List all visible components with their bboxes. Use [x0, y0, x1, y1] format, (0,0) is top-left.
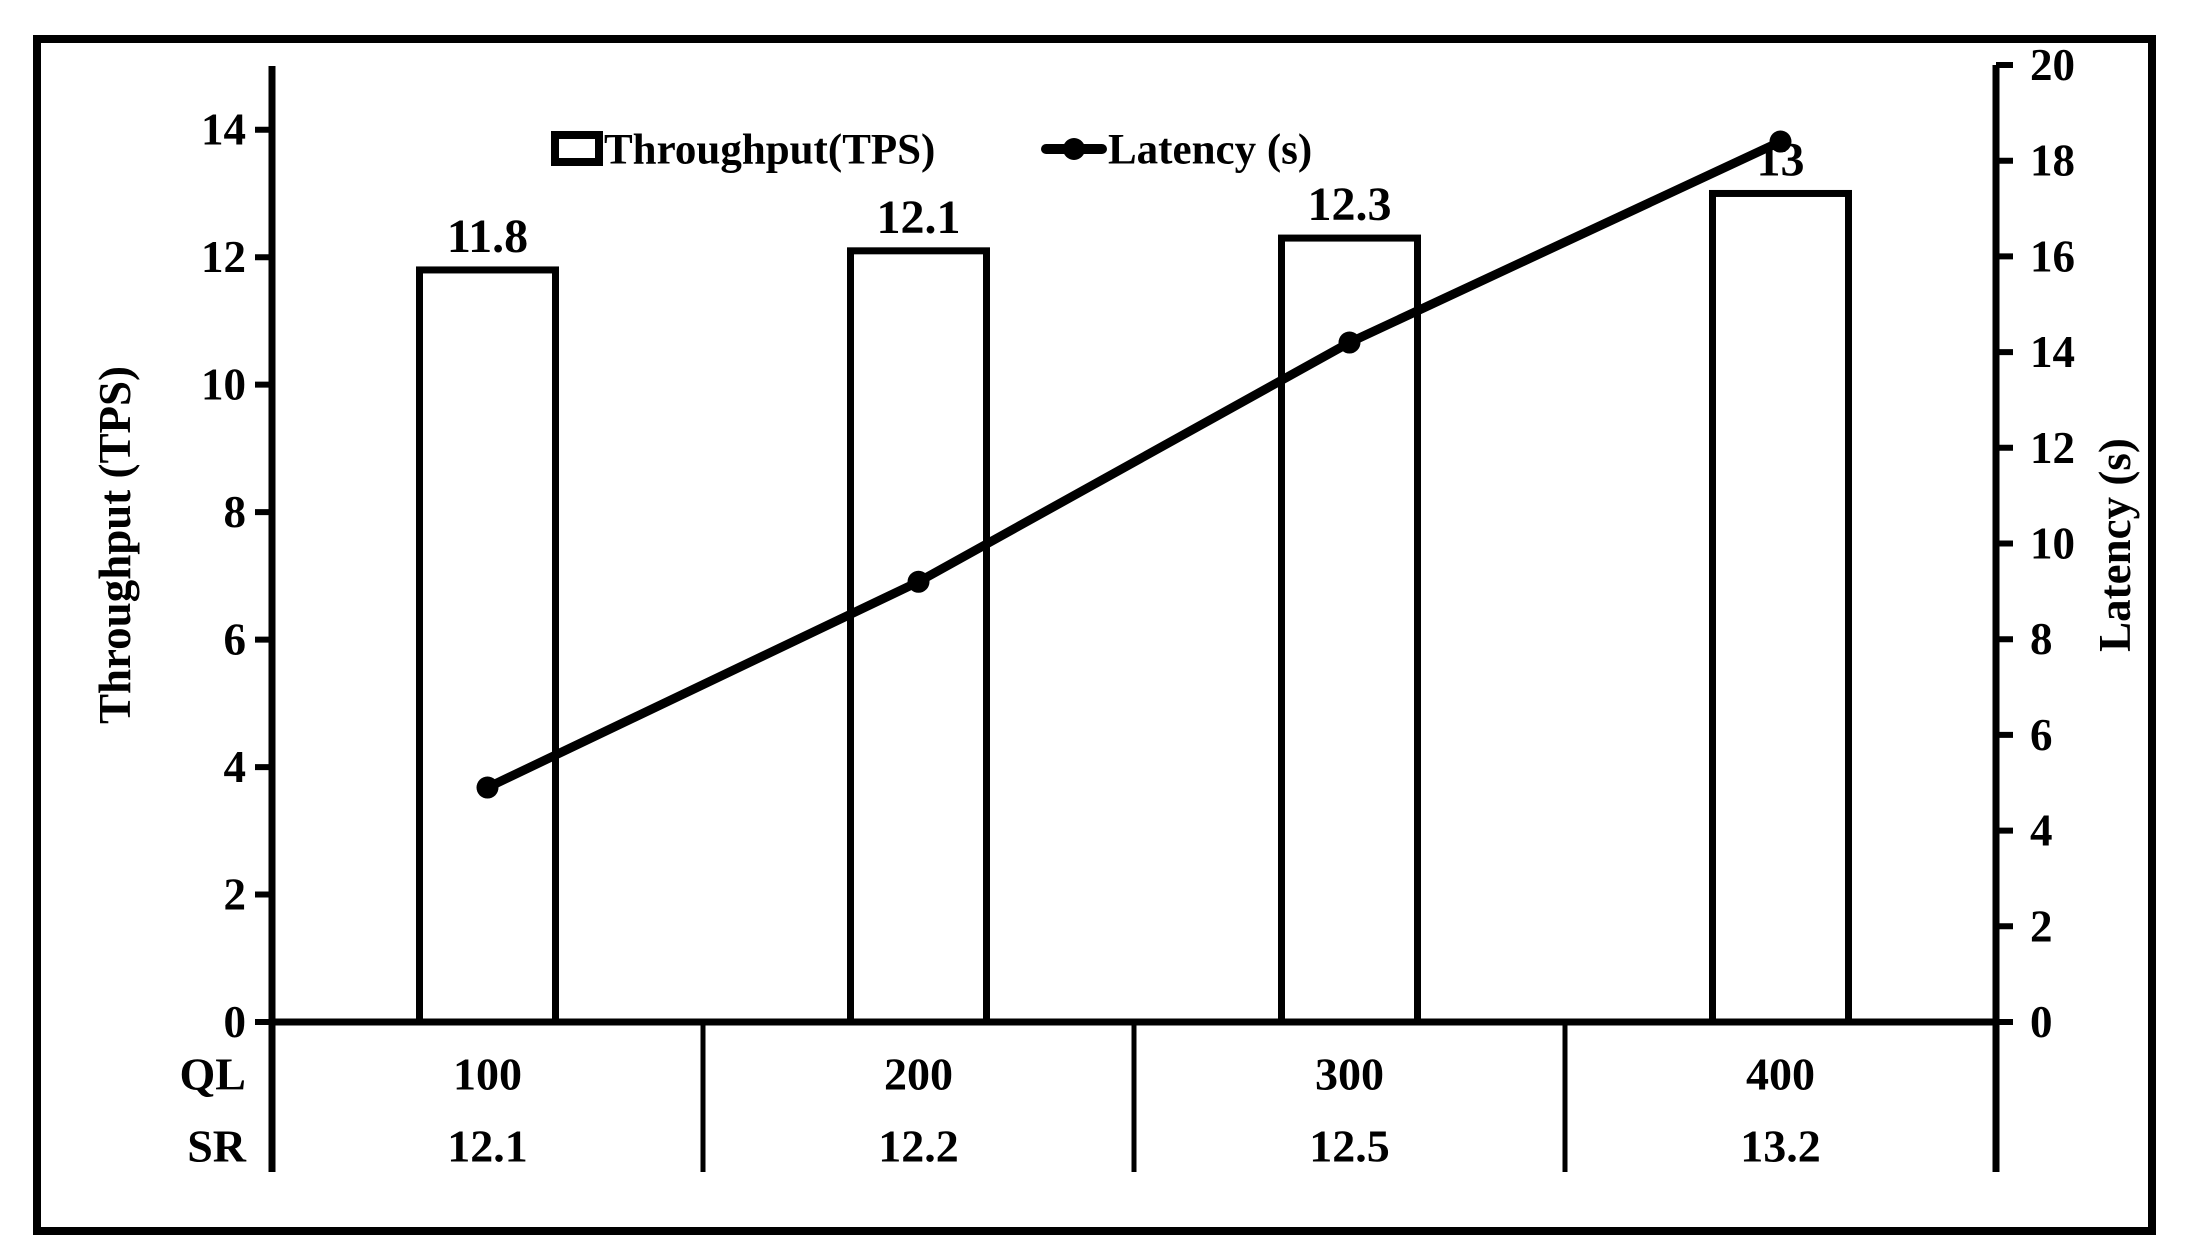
left-axis-tick-label: 8 [224, 487, 247, 537]
left-axis-tick-label: 10 [201, 360, 246, 410]
x-table-cell-sr-4: 13.2 [1740, 1121, 1821, 1172]
legend-throughput-swatch [551, 131, 603, 166]
left-axis-tick-label: 14 [201, 105, 246, 155]
right-axis-tick-label: 20 [2030, 40, 2075, 90]
right-axis-tick-label: 2 [2030, 901, 2053, 951]
right-axis-tick-label: 8 [2030, 614, 2053, 664]
bar-value-label: 11.8 [447, 210, 528, 263]
left-axis-tick-label: 6 [224, 615, 247, 665]
left-axis-tick-label: 12 [201, 232, 246, 282]
left-axis-tick-label: 0 [224, 997, 247, 1047]
chart-frame [33, 35, 2156, 1235]
x-table-header-ql: QL [180, 1049, 246, 1100]
right-axis-tick-label: 6 [2030, 710, 2053, 760]
bar-value-label: 12.3 [1308, 178, 1392, 231]
latency-point-200 [907, 570, 930, 593]
right-axis-tick-label: 18 [2030, 136, 2075, 186]
latency-line [483, 137, 1785, 793]
left-axis-title: Throughput (TPS) [90, 366, 140, 724]
x-table-cell-ql-3: 300 [1315, 1049, 1384, 1100]
left-axis-tick-label: 2 [224, 870, 247, 920]
x-table-cell-sr-2: 12.2 [878, 1121, 959, 1172]
legend-latency-marker-dot [1063, 138, 1085, 160]
right-axis-tick-label: 14 [2030, 327, 2075, 377]
right-axis-tick-label: 12 [2030, 423, 2075, 473]
x-table-header-sr: SR [187, 1121, 247, 1172]
right-axis-tick-label: 0 [2030, 997, 2053, 1047]
left-axis-tick-label: 4 [224, 742, 247, 792]
x-table-cell-ql-2: 200 [884, 1049, 953, 1100]
x-table-cell-sr-1: 12.1 [447, 1121, 528, 1172]
right-axis-tick-label: 16 [2030, 231, 2075, 281]
bar-throughput-200 [847, 247, 990, 1026]
right-axis-title: Latency (s) [2090, 438, 2140, 652]
right-axis-tick-label: 4 [2030, 806, 2053, 856]
latency-point-300 [1338, 331, 1361, 354]
bar-value-label: 12.1 [877, 191, 961, 244]
x-table-cell-ql-1: 100 [453, 1049, 522, 1100]
latency-point-100 [476, 776, 499, 799]
latency-point-400 [1769, 130, 1792, 153]
bar-throughput-300 [1278, 234, 1421, 1026]
legend-latency-label: Latency (s) [1108, 127, 1312, 174]
bar-throughput-400 [1709, 189, 1852, 1026]
right-axis-tick-label: 10 [2030, 519, 2075, 569]
x-table-cell-sr-3: 12.5 [1309, 1121, 1390, 1172]
x-table-cell-ql-4: 400 [1746, 1049, 1815, 1100]
bar-throughput-100 [416, 266, 559, 1026]
legend-throughput-label: Throughput(TPS) [604, 127, 935, 174]
